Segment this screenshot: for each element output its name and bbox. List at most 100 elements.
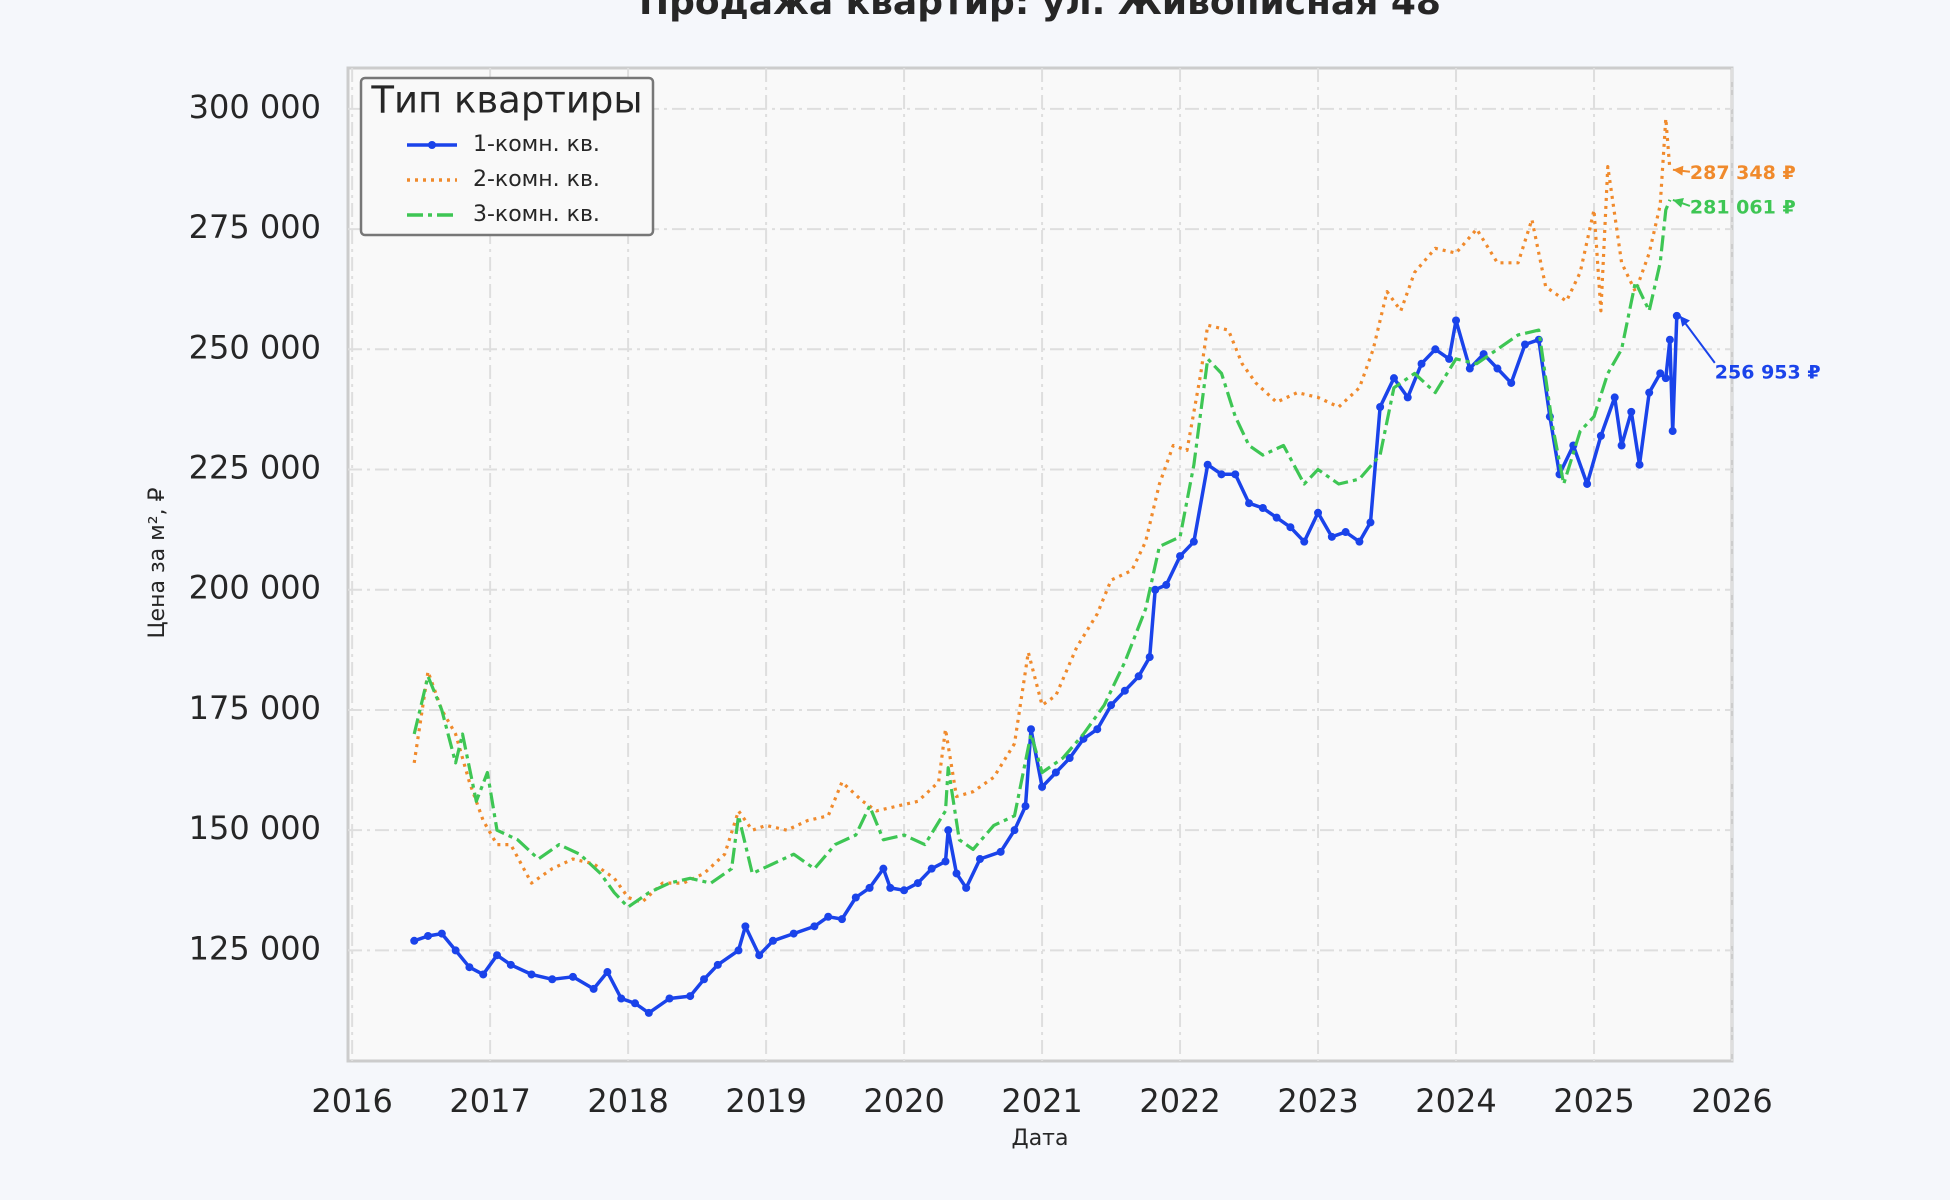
series-line: [412, 116, 1672, 904]
data-point: [1065, 754, 1074, 763]
grid: [348, 68, 1733, 1061]
y-tick-label: 200 000: [189, 569, 321, 607]
series-line: [412, 199, 1672, 909]
x-tick-label: 2025: [1553, 1082, 1634, 1120]
data-point: [1656, 369, 1665, 378]
data-point: [1093, 725, 1102, 734]
data-point: [1493, 364, 1502, 373]
data-point: [944, 826, 953, 835]
data-point: [1610, 393, 1619, 402]
data-point: [479, 970, 488, 979]
data-point: [665, 994, 674, 1003]
data-point: [437, 929, 446, 938]
y-tick-label: 300 000: [189, 88, 321, 126]
legend-marker: [428, 141, 436, 149]
legend-label: 3-комн. кв.: [473, 202, 600, 227]
data-point: [1176, 552, 1185, 561]
data-point: [1314, 508, 1323, 517]
x-tick-label: 2026: [1691, 1082, 1772, 1120]
data-point: [1465, 364, 1474, 373]
annotation: 287 348 ₽: [1690, 162, 1796, 184]
data-point: [1431, 345, 1440, 354]
x-tick-label: 2023: [1277, 1082, 1358, 1120]
y-tick-label: 225 000: [189, 449, 321, 487]
data-point: [1645, 388, 1654, 397]
annotation-arrowhead: [1679, 315, 1690, 327]
data-point: [1617, 441, 1626, 450]
data-point: [1445, 354, 1454, 363]
data-point: [1627, 407, 1636, 416]
data-point: [810, 922, 819, 931]
data-point: [1203, 460, 1212, 469]
data-point: [1217, 470, 1226, 479]
data-point: [589, 984, 598, 993]
data-point: [975, 855, 984, 864]
data-point: [465, 963, 474, 972]
data-point: [927, 864, 936, 873]
data-point: [1596, 431, 1605, 440]
data-point: [1079, 734, 1088, 743]
data-point: [1021, 802, 1030, 811]
data-point: [603, 968, 612, 977]
legend-box: [359, 76, 655, 237]
data-point: [962, 883, 971, 892]
data-point: [631, 999, 640, 1008]
data-point: [1341, 528, 1350, 537]
data-point: [506, 960, 515, 969]
data-point: [837, 915, 846, 924]
data-point: [1051, 768, 1060, 777]
data-point: [1389, 374, 1398, 383]
data-point: [1027, 725, 1036, 734]
data-point: [1521, 340, 1530, 349]
data-point: [1010, 826, 1019, 835]
x-tick-label: 2018: [587, 1082, 668, 1120]
series-layer: [410, 116, 1681, 1017]
x-tick-label: 2016: [311, 1082, 392, 1120]
x-tick-label: 2024: [1415, 1082, 1496, 1120]
data-point: [527, 970, 536, 979]
data-point: [1272, 513, 1281, 522]
data-point: [568, 972, 577, 981]
annotation: 281 061 ₽: [1690, 196, 1796, 218]
data-point: [451, 946, 460, 955]
data-point: [941, 857, 950, 866]
data-point: [1151, 585, 1160, 594]
y-tick-label: 175 000: [189, 689, 321, 727]
x-tick-label: 2017: [449, 1082, 530, 1120]
data-point: [424, 931, 433, 940]
legend-title: Тип квартиры: [370, 79, 642, 122]
data-point: [824, 912, 833, 921]
data-point: [1258, 503, 1267, 512]
data-point: [741, 922, 750, 931]
data-point: [996, 847, 1005, 856]
data-point: [952, 869, 961, 878]
data-point: [617, 994, 626, 1003]
data-point: [1162, 580, 1171, 589]
y-tick-label: 275 000: [189, 208, 321, 246]
annotation-arrowhead: [1672, 198, 1684, 208]
legend-label: 1-комн. кв.: [473, 132, 600, 157]
data-point: [1661, 374, 1670, 383]
data-point: [1668, 427, 1677, 436]
data-point: [913, 879, 922, 888]
data-point: [1038, 782, 1047, 791]
y-tick-label: 150 000: [189, 809, 321, 847]
y-tick-label: 250 000: [189, 328, 321, 366]
annotation: 256 953 ₽: [1715, 361, 1821, 383]
data-point: [1245, 499, 1254, 508]
data-point: [644, 1008, 653, 1017]
data-point: [851, 893, 860, 902]
data-point: [548, 975, 557, 984]
data-point: [1300, 537, 1309, 546]
chart-title: Продажа квартир: ул. Живописная 48: [639, 0, 1441, 23]
x-tick-label: 2020: [863, 1082, 944, 1120]
data-point: [410, 936, 419, 945]
data-point: [1231, 470, 1240, 479]
x-axis-label: Дата: [1012, 1126, 1069, 1151]
data-point: [1452, 316, 1461, 325]
data-point: [900, 886, 909, 895]
data-point: [1672, 311, 1681, 320]
y-tick-label: 125 000: [189, 929, 321, 967]
annotation-arrowhead: [1672, 165, 1684, 176]
